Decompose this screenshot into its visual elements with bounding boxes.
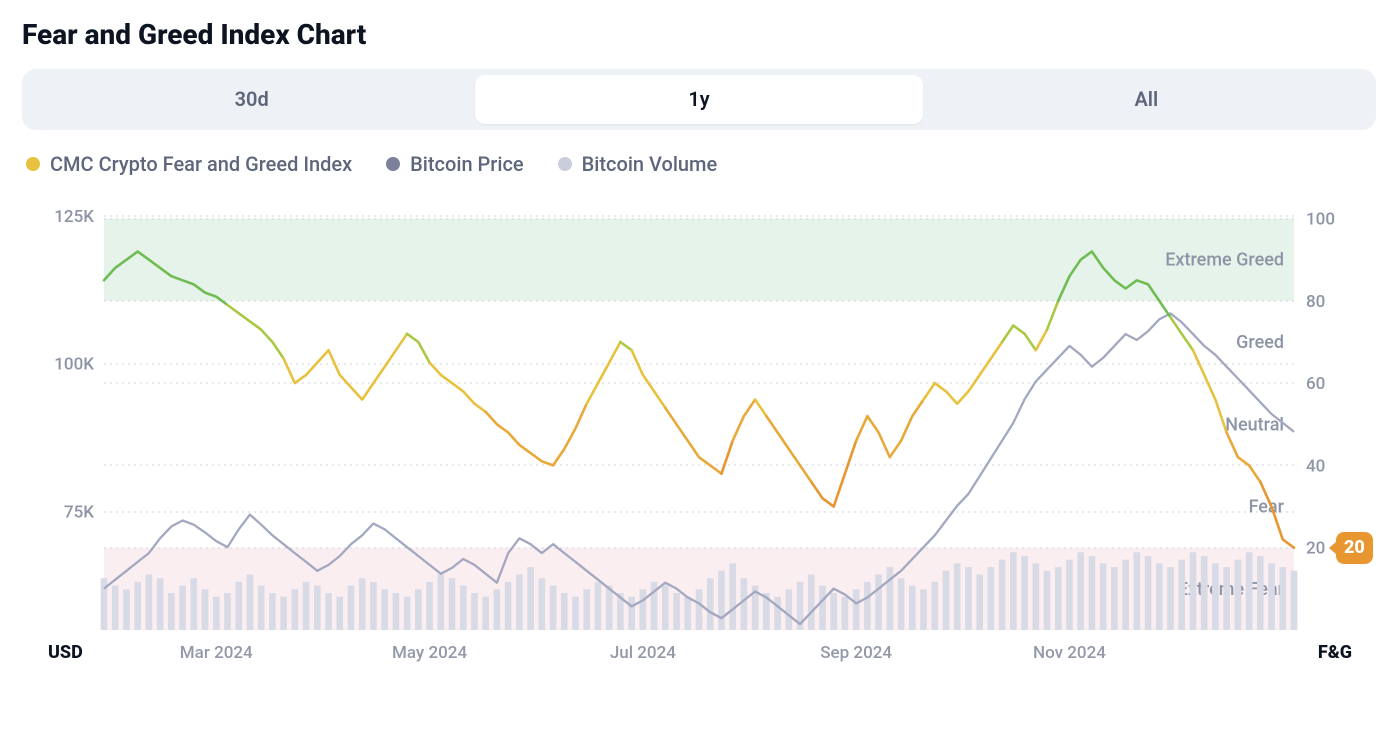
svg-text:125K: 125K [54, 207, 94, 227]
page-title: Fear and Greed Index Chart [22, 18, 1376, 51]
current-value-badge: 20 [1336, 532, 1373, 564]
svg-text:Fear: Fear [1249, 497, 1285, 518]
legend-dot [26, 157, 40, 171]
legend-item-2[interactable]: Bitcoin Volume [558, 152, 718, 176]
fear-greed-chart: 75K 100K 125K 20 40 60 80 100 Extreme Greed Greed… [22, 194, 1376, 664]
tab-1y[interactable]: 1y [475, 75, 922, 124]
svg-text:Jul 2024: Jul 2024 [610, 643, 676, 663]
tab-30d[interactable]: 30d [28, 75, 475, 124]
svg-text:Sep 2024: Sep 2024 [820, 643, 892, 663]
svg-text:USD: USD [48, 642, 83, 663]
legend-item-1[interactable]: Bitcoin Price [386, 152, 523, 176]
legend-dot [558, 157, 572, 171]
svg-text:Nov 2024: Nov 2024 [1033, 643, 1106, 663]
svg-text:100: 100 [1306, 210, 1335, 230]
chart-container: 75K 100K 125K 20 40 60 80 100 Extreme Greed Greed… [22, 194, 1376, 664]
svg-text:F&G: F&G [1318, 642, 1352, 663]
tab-all[interactable]: All [923, 75, 1370, 124]
legend-label: Bitcoin Price [410, 152, 523, 176]
legend-dot [386, 157, 400, 171]
svg-text:Extreme Greed: Extreme Greed [1165, 250, 1284, 271]
svg-text:100K: 100K [54, 355, 94, 375]
legend-item-0[interactable]: CMC Crypto Fear and Greed Index [26, 152, 352, 176]
svg-text:Greed: Greed [1236, 332, 1284, 353]
legend-label: CMC Crypto Fear and Greed Index [50, 152, 352, 176]
svg-text:80: 80 [1306, 292, 1325, 312]
svg-text:60: 60 [1306, 374, 1325, 394]
svg-text:75K: 75K [64, 503, 94, 523]
chart-legend: CMC Crypto Fear and Greed Index Bitcoin P… [22, 152, 1376, 176]
svg-text:40: 40 [1306, 456, 1325, 476]
svg-text:20: 20 [1306, 539, 1325, 559]
time-range-tabs: 30d1yAll [22, 69, 1376, 130]
legend-label: Bitcoin Volume [582, 152, 718, 176]
svg-text:May 2024: May 2024 [392, 643, 467, 663]
svg-text:Mar 2024: Mar 2024 [180, 643, 253, 663]
current-value: 20 [1344, 537, 1365, 558]
